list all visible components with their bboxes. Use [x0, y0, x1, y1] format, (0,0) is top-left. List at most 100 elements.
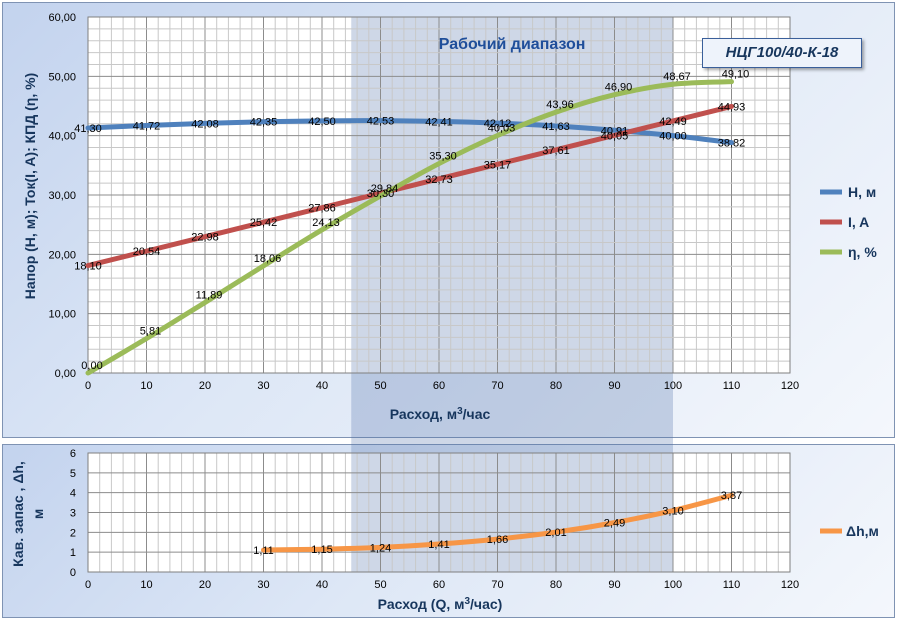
- data-label-series-1: 42,50: [308, 116, 336, 128]
- npsh-y-tick: 3: [70, 508, 76, 520]
- main-y-tick: 0,00: [55, 368, 76, 380]
- data-label-series-3: 18,06: [254, 253, 282, 265]
- data-label-series-1: 41,63: [542, 121, 570, 133]
- npsh-y-tick: 6: [70, 448, 76, 460]
- npsh-x-tick: 80: [550, 579, 562, 591]
- main-x-tick: 20: [199, 380, 211, 392]
- legend-label-3: η, %: [848, 244, 877, 260]
- data-label-series-3: 29,84: [371, 183, 399, 195]
- main-y-tick: 10,00: [48, 309, 76, 321]
- main-y-axis-title: Напор (Н, м); Ток(I, A); КПД (η, %): [22, 73, 38, 299]
- main-y-tick: 40,00: [48, 131, 76, 143]
- data-label-series-1: 42,53: [367, 116, 395, 128]
- data-label-series-3: 35,30: [429, 151, 457, 163]
- npsh-x-tick: 10: [140, 579, 152, 591]
- npsh-series-line: [261, 492, 734, 553]
- npsh-plot-border: [87, 452, 791, 573]
- data-label-series-1: 42,35: [250, 117, 278, 129]
- npsh-x-tick: 90: [608, 579, 620, 591]
- main-y-tick: 60,00: [48, 12, 76, 24]
- npsh-y-axis-title-line2: м: [30, 509, 46, 519]
- main-y-tick: 20,00: [48, 249, 76, 261]
- data-label-series-1: 42,08: [191, 118, 219, 130]
- pump-model-label: НЦГ100/40-К-18: [702, 38, 862, 68]
- npsh-x-tick: 110: [723, 579, 741, 591]
- main-x-tick: 80: [550, 380, 562, 392]
- main-x-tick: 70: [491, 380, 503, 392]
- npsh-y-tick: 1: [70, 547, 76, 559]
- npsh-x-tick: 70: [491, 579, 503, 591]
- data-label-series-3: 0,00: [81, 360, 102, 372]
- data-label-series-2: 35,17: [484, 159, 512, 171]
- data-label-series-1: 38,82: [718, 138, 746, 150]
- data-label-series-2: 27,86: [308, 203, 336, 215]
- series-line-3: [85, 79, 734, 376]
- main-x-tick: 50: [374, 380, 386, 392]
- main-x-tick: 40: [316, 380, 328, 392]
- main-x-tick: 10: [140, 380, 152, 392]
- data-label-series-2: 25,42: [250, 217, 278, 229]
- npsh-y-tick: 4: [70, 488, 76, 500]
- data-label-series-2: 30,30: [367, 188, 395, 200]
- npsh-y-tick: 5: [70, 468, 76, 480]
- npsh-data-label: 3,87: [721, 490, 742, 502]
- data-label-series-3: 49,10: [722, 69, 750, 81]
- data-label-series-3: 43,96: [546, 99, 574, 111]
- main-x-tick: 90: [608, 380, 620, 392]
- data-label-series-3: 46,90: [605, 82, 633, 94]
- npsh-data-label: 1,11: [253, 545, 274, 557]
- legend-label-2: I, A: [848, 214, 869, 230]
- data-label-series-3: 40,03: [488, 122, 516, 134]
- main-x-tick: 120: [781, 380, 799, 392]
- npsh-data-label: 1,66: [487, 534, 508, 546]
- npsh-y-tick: 0: [70, 567, 76, 579]
- main-x-tick: 0: [85, 380, 91, 392]
- data-label-series-1: 42,12: [484, 118, 512, 130]
- npsh-data-label: 2,01: [545, 527, 566, 539]
- main-y-tick: 50,00: [48, 71, 76, 83]
- data-label-series-1: 40,00: [659, 131, 687, 143]
- data-label-series-2: 18,10: [74, 261, 102, 273]
- data-label-series-2: 32,73: [425, 174, 453, 186]
- npsh-data-label: 3,10: [662, 506, 683, 518]
- main-plot-border: [87, 16, 791, 374]
- npsh-x-tick: 40: [316, 579, 328, 591]
- main-x-tick: 60: [433, 380, 445, 392]
- data-label-series-2: 40,05: [601, 130, 629, 142]
- series-line-2: [85, 103, 734, 269]
- data-label-series-2: 37,61: [542, 145, 570, 157]
- data-label-series-2: 20,54: [133, 246, 161, 258]
- npsh-x-axis-title: Расход (Q, м3/час): [378, 596, 503, 612]
- npsh-y-tick: 2: [70, 527, 76, 539]
- data-label-series-2: 44,93: [718, 101, 746, 113]
- data-label-series-1: 41,30: [74, 123, 102, 135]
- npsh-data-label: 1,15: [311, 544, 332, 556]
- npsh-data-label: 1,24: [370, 542, 391, 554]
- npsh-x-tick: 30: [257, 579, 269, 591]
- data-label-series-1: 40,91: [601, 125, 629, 137]
- data-label-series-2: 42,49: [659, 116, 687, 128]
- npsh-y-axis-title-line1: Кав. запас , Δh,: [10, 461, 26, 567]
- npsh-legend-label: Δh,м: [846, 523, 879, 539]
- npsh-x-tick: 120: [781, 579, 799, 591]
- npsh-x-tick: 100: [664, 579, 682, 591]
- data-label-series-3: 11,89: [196, 289, 223, 301]
- series-line-1: [85, 118, 734, 146]
- data-label-series-3: 5,81: [140, 326, 161, 338]
- main-x-tick: 100: [664, 380, 682, 392]
- npsh-data-label: 1,41: [428, 539, 449, 551]
- npsh-x-tick: 50: [374, 579, 386, 591]
- data-label-series-1: 42,41: [425, 116, 453, 128]
- working-range-label: Рабочий диапазон: [439, 36, 586, 53]
- data-label-series-2: 22,98: [191, 232, 219, 244]
- main-x-tick: 110: [723, 380, 741, 392]
- legend-label-1: Н, м: [848, 184, 876, 200]
- working-range-band: [351, 17, 673, 572]
- npsh-x-tick: 0: [85, 579, 91, 591]
- npsh-x-tick: 60: [433, 579, 445, 591]
- main-x-tick: 30: [257, 380, 269, 392]
- main-y-tick: 30,00: [48, 190, 76, 202]
- data-label-series-3: 48,67: [663, 71, 691, 83]
- main-x-axis-title: Расход, м3/час: [390, 406, 491, 422]
